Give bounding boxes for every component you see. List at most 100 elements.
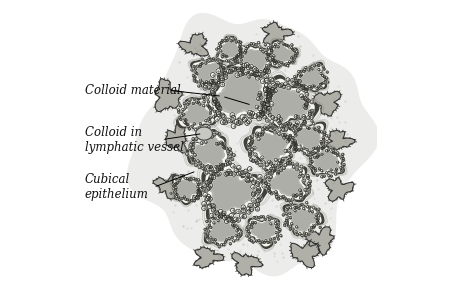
Circle shape bbox=[219, 78, 224, 83]
Circle shape bbox=[287, 45, 289, 47]
Polygon shape bbox=[248, 128, 293, 169]
Circle shape bbox=[268, 113, 272, 117]
Circle shape bbox=[221, 64, 226, 69]
Circle shape bbox=[267, 68, 269, 70]
Circle shape bbox=[327, 175, 329, 177]
Circle shape bbox=[232, 154, 235, 157]
Circle shape bbox=[252, 146, 256, 150]
Circle shape bbox=[265, 64, 268, 67]
Circle shape bbox=[207, 230, 209, 232]
Circle shape bbox=[195, 81, 197, 83]
Circle shape bbox=[179, 118, 182, 121]
Circle shape bbox=[264, 239, 267, 242]
Circle shape bbox=[202, 183, 206, 188]
Circle shape bbox=[300, 84, 302, 87]
Circle shape bbox=[227, 60, 229, 62]
Circle shape bbox=[227, 158, 229, 161]
Circle shape bbox=[341, 165, 343, 167]
Circle shape bbox=[203, 128, 206, 130]
Circle shape bbox=[247, 110, 252, 115]
Circle shape bbox=[242, 117, 247, 122]
Text: Colloid in
lymphatic vessel: Colloid in lymphatic vessel bbox=[85, 125, 183, 154]
Circle shape bbox=[264, 78, 268, 82]
Circle shape bbox=[286, 149, 289, 152]
Circle shape bbox=[254, 105, 258, 109]
Circle shape bbox=[321, 66, 324, 68]
Circle shape bbox=[207, 180, 211, 184]
Circle shape bbox=[208, 136, 211, 139]
Circle shape bbox=[222, 68, 224, 70]
Circle shape bbox=[222, 243, 224, 246]
Circle shape bbox=[212, 98, 217, 102]
Polygon shape bbox=[194, 138, 222, 166]
Polygon shape bbox=[195, 63, 222, 85]
Polygon shape bbox=[233, 45, 279, 79]
Circle shape bbox=[225, 60, 227, 62]
Circle shape bbox=[258, 216, 260, 219]
Circle shape bbox=[239, 41, 241, 43]
Circle shape bbox=[334, 173, 336, 175]
Circle shape bbox=[300, 234, 303, 237]
Circle shape bbox=[218, 62, 221, 64]
Circle shape bbox=[288, 161, 291, 164]
Circle shape bbox=[212, 116, 214, 118]
Circle shape bbox=[312, 65, 315, 67]
Circle shape bbox=[184, 106, 187, 109]
Polygon shape bbox=[238, 50, 272, 74]
Circle shape bbox=[175, 196, 177, 198]
Circle shape bbox=[226, 218, 231, 222]
Circle shape bbox=[176, 182, 178, 184]
Circle shape bbox=[217, 79, 220, 82]
Circle shape bbox=[274, 223, 276, 225]
Circle shape bbox=[263, 88, 268, 92]
Circle shape bbox=[182, 113, 185, 116]
Circle shape bbox=[214, 238, 216, 241]
Circle shape bbox=[263, 72, 265, 75]
Circle shape bbox=[308, 229, 310, 232]
Circle shape bbox=[287, 155, 291, 159]
Circle shape bbox=[202, 97, 204, 99]
Circle shape bbox=[292, 166, 294, 169]
Circle shape bbox=[219, 164, 224, 168]
Circle shape bbox=[212, 58, 214, 60]
Circle shape bbox=[268, 77, 273, 82]
Circle shape bbox=[192, 74, 194, 77]
Circle shape bbox=[218, 43, 220, 45]
Circle shape bbox=[290, 142, 293, 144]
Circle shape bbox=[253, 114, 258, 118]
Circle shape bbox=[276, 119, 280, 123]
Circle shape bbox=[302, 70, 304, 73]
Circle shape bbox=[332, 151, 334, 154]
Circle shape bbox=[225, 171, 229, 176]
Polygon shape bbox=[265, 83, 309, 122]
Circle shape bbox=[238, 72, 243, 76]
Circle shape bbox=[265, 69, 270, 74]
Circle shape bbox=[228, 237, 230, 240]
Circle shape bbox=[207, 57, 210, 59]
Circle shape bbox=[196, 65, 198, 68]
Circle shape bbox=[174, 182, 177, 185]
Circle shape bbox=[208, 240, 211, 242]
Circle shape bbox=[276, 227, 278, 230]
Circle shape bbox=[253, 68, 258, 73]
Polygon shape bbox=[295, 128, 319, 150]
Circle shape bbox=[290, 57, 292, 59]
Circle shape bbox=[188, 147, 192, 150]
Circle shape bbox=[281, 157, 284, 161]
Circle shape bbox=[267, 88, 272, 93]
Circle shape bbox=[309, 100, 313, 104]
Circle shape bbox=[222, 120, 227, 125]
Polygon shape bbox=[248, 218, 277, 246]
Circle shape bbox=[192, 98, 195, 101]
Circle shape bbox=[277, 223, 279, 225]
Polygon shape bbox=[272, 45, 292, 63]
Circle shape bbox=[262, 115, 266, 119]
Circle shape bbox=[304, 92, 308, 96]
Polygon shape bbox=[206, 166, 262, 218]
Circle shape bbox=[263, 92, 267, 96]
Circle shape bbox=[302, 104, 306, 108]
Circle shape bbox=[206, 237, 208, 239]
Circle shape bbox=[223, 55, 226, 57]
Circle shape bbox=[336, 161, 338, 163]
Circle shape bbox=[221, 114, 226, 119]
